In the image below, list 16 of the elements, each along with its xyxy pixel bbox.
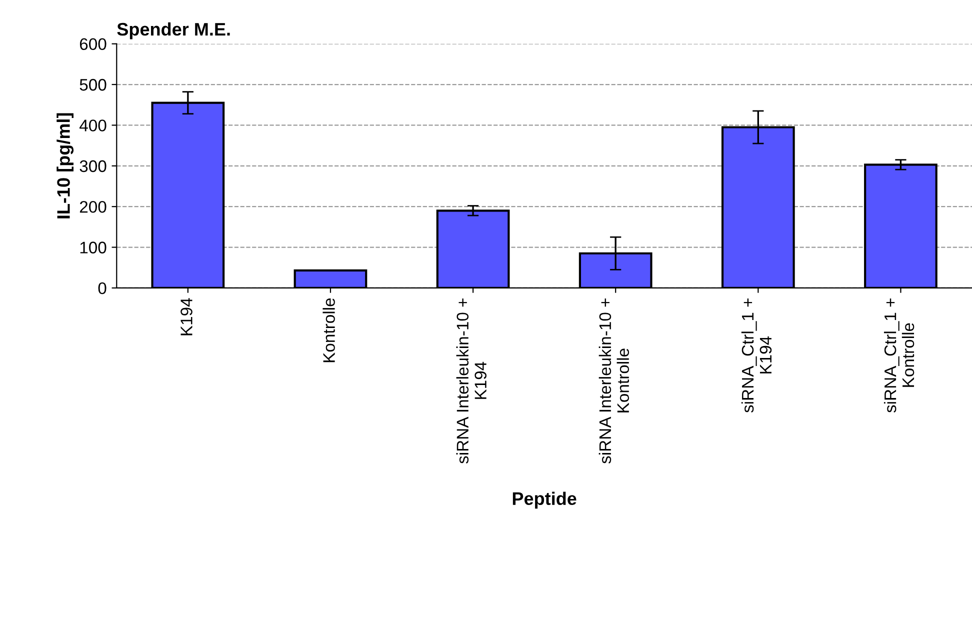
y-tick-label: 400 — [79, 120, 106, 132]
y-tick-label: 600 — [80, 38, 106, 50]
x-tick-label: siRNA_Ctrl_1 + K194 — [741, 298, 772, 413]
y-tick-label: 100 — [80, 242, 106, 254]
x-tick-label: siRNA_Ctrl_1 + Kontrolle — [884, 298, 914, 413]
x-tick-label: K194 — [180, 298, 192, 336]
chart-title: Spender M.E. — [117, 22, 230, 40]
y-tick-label: 500 — [80, 78, 106, 91]
y-tick-label: 200 — [80, 200, 106, 213]
y-tick-label: 300 — [80, 160, 106, 172]
x-tick-label: Kontrolle — [322, 298, 335, 362]
y-axis-title: IL-10 [pg/ml] — [56, 113, 74, 218]
x-axis-title: Peptide — [512, 492, 576, 509]
x-tick-label: siRNA Interleukin-10 + Kontrolle — [598, 298, 630, 464]
x-tick-label: siRNA Interleukin-10 + K194 — [456, 298, 486, 464]
y-tick-label: 0 — [98, 282, 106, 294]
